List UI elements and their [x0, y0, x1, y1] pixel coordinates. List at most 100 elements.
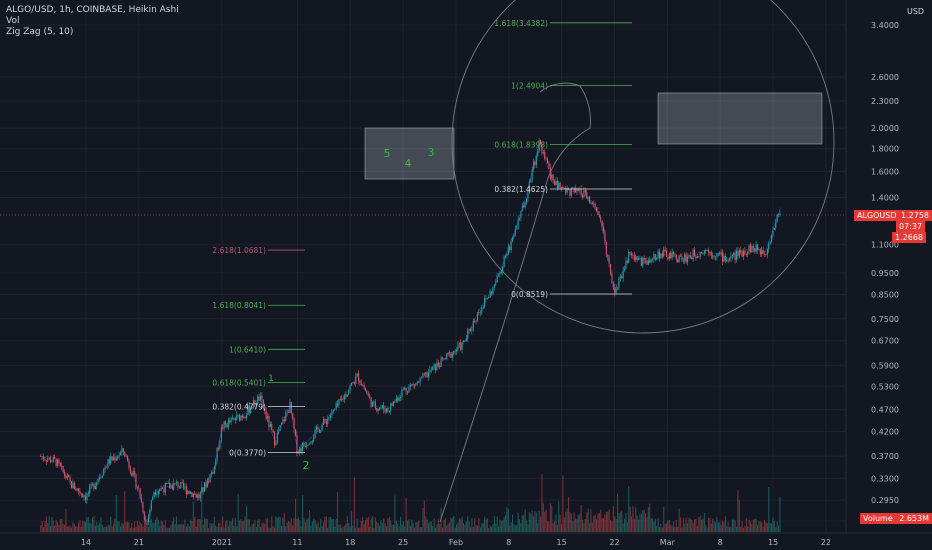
candle-body [523, 205, 525, 208]
candle-body [594, 203, 596, 208]
volume-bar [500, 520, 502, 532]
candle-body [482, 307, 484, 309]
candle-body [180, 482, 182, 488]
candle-body [187, 491, 189, 495]
volume-bar [381, 522, 383, 532]
volume-bar [222, 516, 224, 532]
volume-bar [486, 518, 488, 532]
volume-bar [666, 523, 668, 532]
zigzag-line [40, 142, 781, 525]
volume-bar [572, 521, 574, 532]
symbol-price-tag: ALGOUSD 1.2758 [854, 210, 932, 221]
candle-body [295, 429, 297, 436]
wave-label[interactable]: 3 [428, 146, 435, 159]
candle-body [416, 381, 418, 384]
price-axis[interactable]: 3.4000 2.6000 2.3000 2.0000 1.8000 1.6000 1.40… [845, 0, 899, 533]
wave-label[interactable]: 1 [268, 374, 274, 384]
time-tick-label: 18 [345, 538, 355, 547]
volume-bar [82, 520, 84, 532]
volume-bar [474, 518, 476, 532]
volume-bar [184, 519, 186, 532]
volume-bar [519, 519, 521, 532]
volume-bar [327, 527, 329, 532]
candle-body [674, 253, 676, 255]
volume-bar [353, 477, 355, 532]
candle-body [425, 372, 427, 375]
zigzag-legend[interactable]: Zig Zag (5, 10) [6, 27, 74, 37]
volume-bar [577, 514, 579, 532]
fib-circle-large[interactable] [451, 0, 835, 334]
candle-body [649, 259, 651, 263]
volume-bar [646, 516, 648, 532]
wave-label[interactable]: 2 [303, 459, 310, 472]
volume-bar [362, 516, 364, 532]
candle-body [436, 362, 438, 371]
candle-body [694, 249, 696, 257]
candle-body [513, 234, 515, 238]
volume-bar [509, 525, 511, 532]
volume-bar [579, 513, 581, 532]
volume-bar [387, 518, 389, 532]
candle-body [500, 271, 502, 273]
volume-bar [57, 522, 59, 532]
candle-body [677, 259, 679, 263]
candle-body [449, 352, 451, 354]
candle-body [488, 297, 490, 298]
volume-bar [233, 525, 235, 532]
candle-body [717, 253, 719, 255]
wave-label[interactable]: 5 [384, 147, 391, 160]
candle-body [590, 202, 592, 204]
volume-bar [563, 517, 565, 532]
volume-bar [659, 526, 661, 532]
candle-body [290, 401, 292, 414]
candle-body [484, 298, 486, 308]
candle-body [754, 248, 756, 252]
volume-bar [194, 517, 196, 532]
price-tick-label: 0.6700 [871, 337, 899, 346]
volume-bar [716, 517, 718, 532]
volume-bar [73, 523, 75, 532]
wave-label[interactable]: 4 [405, 157, 412, 170]
candle-body [678, 255, 680, 263]
volume-bar [290, 518, 292, 532]
volume-bar [135, 527, 137, 532]
candle-body [376, 408, 378, 411]
candle-body [540, 139, 542, 145]
volume-bar [331, 519, 333, 532]
volume-bar [215, 525, 217, 532]
candle-body [671, 252, 673, 259]
volume-bar [268, 527, 270, 532]
volume-bar [183, 524, 185, 532]
volume-bar [419, 527, 421, 532]
volume-bar [54, 525, 56, 532]
volume-bar [114, 518, 116, 532]
volume-bar [626, 522, 628, 532]
candle-body [44, 459, 46, 461]
candle-body [321, 424, 323, 431]
volume-bar [243, 520, 245, 532]
volume-bar [401, 524, 403, 532]
volume-bar [164, 520, 166, 532]
volume-bar [631, 516, 633, 532]
candle-body [729, 258, 731, 261]
fib-spiral[interactable] [439, 82, 591, 523]
symbol-title[interactable]: ALGO/USD, 1h, COINBASE, Heikin Ashi [6, 5, 179, 15]
target-box-left[interactable] [364, 127, 455, 180]
volume-bar [218, 522, 220, 532]
volume-bar [107, 524, 109, 532]
volume-bar [443, 519, 445, 532]
volume-bar [202, 524, 204, 532]
volume-bar [533, 516, 535, 532]
volume-bar [388, 517, 390, 532]
volume-bar [549, 503, 551, 532]
volume-bar [334, 526, 336, 532]
candle-body [72, 482, 74, 489]
candle-body [439, 365, 441, 367]
time-axis[interactable]: 14 21 2021 11 18 25 Feb 8 15 22 Mar 8 15 22 [0, 532, 932, 547]
volume-bar [761, 522, 763, 532]
candle-body [750, 245, 752, 253]
volume-bar [530, 513, 532, 532]
target-box-right[interactable] [657, 92, 823, 145]
volume-legend[interactable]: Vol [6, 16, 20, 26]
